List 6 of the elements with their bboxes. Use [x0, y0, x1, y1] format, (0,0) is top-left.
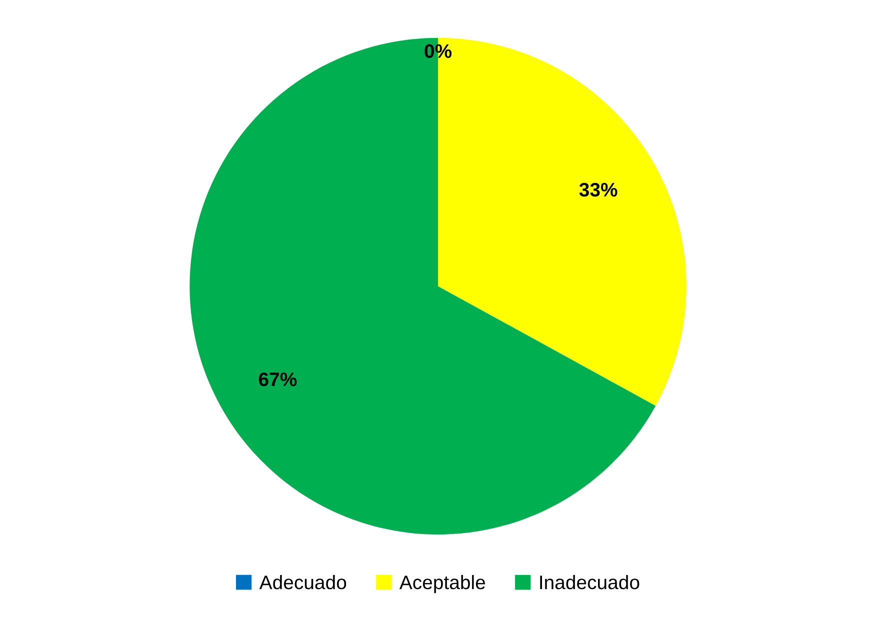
legend-label: Adecuado — [259, 574, 346, 590]
legend-label: Inadecuado — [540, 574, 640, 590]
legend-label: Aceptable — [399, 574, 486, 594]
text: 0% — [424, 44, 452, 58]
data-label: 67% — [258, 372, 297, 386]
data-label: 33% — [579, 182, 618, 197]
